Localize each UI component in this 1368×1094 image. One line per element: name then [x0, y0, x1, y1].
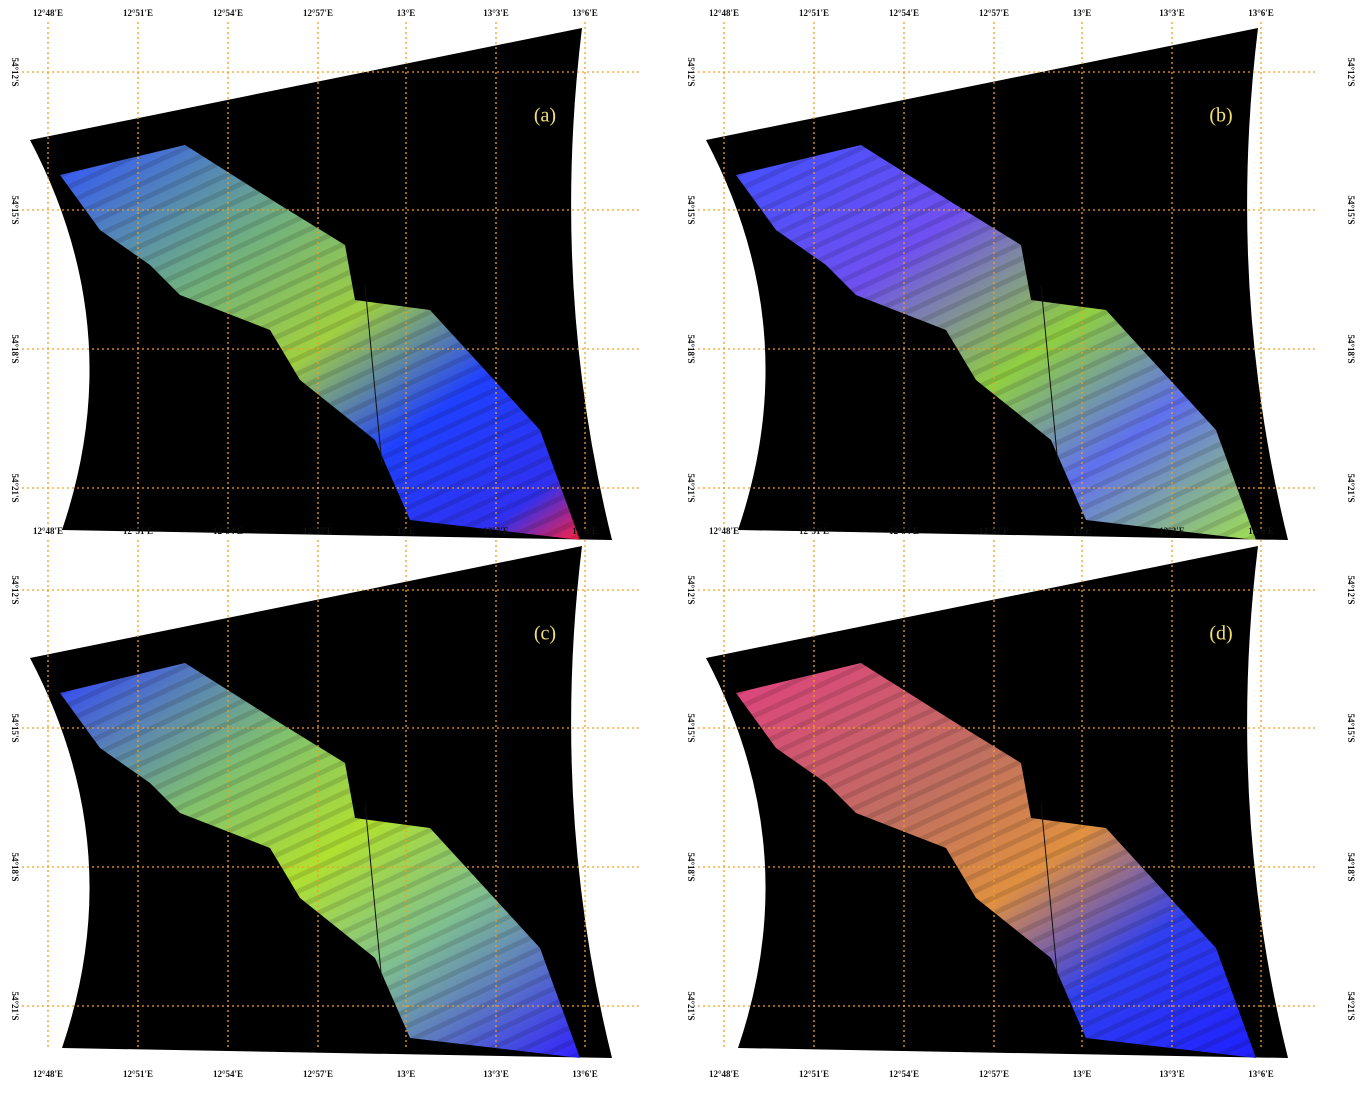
lat-label: 54°21'S [686, 991, 696, 1020]
lon-label: 12°57'E [303, 526, 333, 536]
lon-label: 13°6'E [572, 526, 598, 536]
lat-label: 54°21'S [10, 473, 20, 502]
lon-label: 12°48'E [709, 526, 739, 536]
lon-label: 13°6'E [572, 8, 598, 18]
lon-label: 12°54'E [889, 1069, 919, 1079]
lon-label: 12°57'E [303, 8, 333, 18]
lon-label: 12°57'E [979, 1069, 1009, 1079]
lon-label: 12°54'E [213, 526, 243, 536]
lat-label: 54°18'S [1346, 852, 1356, 881]
panel-label: (c) [534, 623, 556, 645]
lon-label: 12°48'E [709, 8, 739, 18]
lat-label: 54°21'S [686, 473, 696, 502]
lon-label: 13°3'E [1159, 1069, 1185, 1079]
lon-label: 13°6'E [1248, 526, 1274, 536]
lat-label: 54°15'S [10, 713, 20, 742]
lon-label: 12°57'E [303, 1069, 333, 1079]
lat-label: 54°15'S [10, 195, 20, 224]
map-panel: (c) 12°48'E 12°48'E 12°51'E 12°51'E 12°54'E 12… [10, 526, 640, 1079]
lat-label: 54°15'S [686, 713, 696, 742]
lat-label: 54°21'S [1346, 473, 1356, 502]
lon-label: 12°48'E [33, 526, 63, 536]
lon-label: 13°6'E [1248, 1069, 1274, 1079]
lon-label: 13°E [397, 1069, 416, 1079]
lon-label: 13°E [397, 8, 416, 18]
map-panel: (b) 12°48'E 12°51'E 12°54'E 12°57'E 13°E 13°3'… [686, 8, 1356, 540]
lat-label: 54°12'S [1346, 57, 1356, 86]
lat-label: 54°12'S [10, 575, 20, 604]
lon-label: 13°E [397, 526, 416, 536]
lat-label: 54°15'S [686, 195, 696, 224]
lat-label: 54°21'S [10, 991, 20, 1020]
lat-label: 54°12'S [686, 575, 696, 604]
lon-label: 13°3'E [483, 526, 509, 536]
figure: (a) 12°48'E 12°51'E 12°54'E 12°57'E 13°E 13°3'… [0, 0, 1368, 1089]
lon-label: 12°54'E [889, 526, 919, 536]
lat-label: 54°18'S [686, 334, 696, 363]
lon-label: 12°57'E [979, 526, 1009, 536]
lon-label: 12°51'E [123, 8, 153, 18]
lon-label: 12°54'E [213, 8, 243, 18]
lon-label: 12°51'E [799, 1069, 829, 1079]
lat-label: 54°18'S [1346, 334, 1356, 363]
page: {"panels": [{"label": "(a)"}, {"label": … [0, 0, 1368, 1094]
lat-label: 54°12'S [10, 57, 20, 86]
lon-label: 12°54'E [889, 8, 919, 18]
lon-label: 13°3'E [483, 1069, 509, 1079]
map-panel: (d) 12°48'E 12°48'E 12°51'E 12°51'E 12°54'E 12… [686, 526, 1356, 1079]
lon-label: 13°E [1073, 1069, 1092, 1079]
lon-label: 13°3'E [1159, 8, 1185, 18]
lon-label: 12°48'E [33, 8, 63, 18]
map-panel: (a) 12°48'E 12°51'E 12°54'E 12°57'E 13°E 13°3'… [10, 8, 640, 540]
lon-label: 12°51'E [799, 526, 829, 536]
lon-label: 12°54'E [213, 1069, 243, 1079]
lat-label: 54°18'S [10, 852, 20, 881]
lat-label: 54°12'S [1346, 575, 1356, 604]
lat-label: 54°12'S [686, 57, 696, 86]
lat-label: 54°15'S [1346, 713, 1356, 742]
lon-label: 13°E [1073, 8, 1092, 18]
lon-label: 12°51'E [123, 1069, 153, 1079]
panel-label: (b) [1209, 105, 1232, 127]
lon-label: 12°51'E [123, 526, 153, 536]
lon-label: 12°57'E [979, 8, 1009, 18]
lon-label: 13°3'E [483, 8, 509, 18]
lon-label: 13°3'E [1159, 526, 1185, 536]
lat-label: 54°18'S [10, 334, 20, 363]
lon-label: 13°6'E [1248, 8, 1274, 18]
lon-label: 12°51'E [799, 8, 829, 18]
lat-label: 54°15'S [1346, 195, 1356, 224]
lat-label: 54°18'S [686, 852, 696, 881]
panel-label: (a) [534, 105, 556, 127]
lon-label: 13°E [1073, 526, 1092, 536]
lat-label: 54°21'S [1346, 991, 1356, 1020]
lon-label: 12°48'E [709, 1069, 739, 1079]
lon-label: 12°48'E [33, 1069, 63, 1079]
panel-label: (d) [1209, 623, 1232, 645]
lon-label: 13°6'E [572, 1069, 598, 1079]
